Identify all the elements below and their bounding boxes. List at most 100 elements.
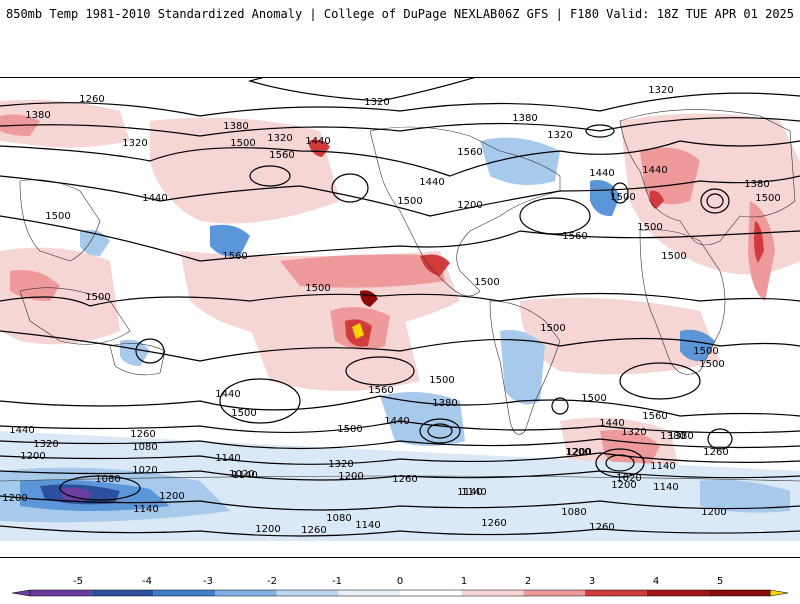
contour-label: 1200 [255, 524, 280, 535]
contour-label: 1560 [269, 150, 294, 161]
colorbar-swatch [215, 590, 277, 596]
contour-label: 1440 [142, 193, 167, 204]
colorbar-tick-label: 0 [397, 576, 403, 587]
contour-label: 1200 [20, 451, 45, 462]
contour-label: 1380 [25, 110, 50, 121]
contour-label: 1200 [701, 507, 726, 518]
contour-label: 1260 [703, 447, 728, 458]
contour-label: 1500 [429, 375, 454, 386]
contour-label: 1140 [232, 470, 257, 481]
contour-label: 1500 [755, 193, 780, 204]
colorbar-swatch [153, 590, 215, 596]
contour-label: 1200 [457, 200, 482, 211]
contour-label: 1560 [368, 385, 393, 396]
contour-label: 1500 [661, 251, 686, 262]
contour-labels: 1200126013801320138013201440150015601440… [2, 85, 780, 536]
colorbar-tick-label: -5 [73, 576, 83, 587]
contour-label: 1560 [222, 251, 247, 262]
contour-label: 1020 [229, 469, 254, 480]
colorbar-right-arrow [769, 589, 789, 597]
contour-label: 1440 [419, 177, 444, 188]
contour-label: 1380 [668, 431, 693, 442]
contour-label: 1380 [432, 398, 457, 409]
contour-label: 1020 [132, 465, 157, 476]
colorbar-scale: -5 -4 -3 -2 -1 0 1 2 3 4 5 [11, 576, 789, 597]
contour-label: 1200 [159, 491, 184, 502]
contour-label: 1380 [512, 113, 537, 124]
contour-label: 1140 [650, 461, 675, 472]
colorbar-tick-label: 2 [525, 576, 531, 587]
colorbar-tick-label: -3 [203, 576, 213, 587]
contour-label: 1260 [130, 429, 155, 440]
colorbar-tick-label: -4 [142, 576, 152, 587]
contour-label: 1500 [305, 283, 330, 294]
contour-label: 1380 [223, 121, 248, 132]
contour-label: 1320 [648, 85, 673, 96]
contour-label: 1320 [621, 427, 646, 438]
colorbar-swatch [276, 590, 339, 596]
contour-label: 1500 [337, 424, 362, 435]
contour-label: 1500 [610, 192, 635, 203]
colorbar-swatch [523, 590, 585, 596]
contour-label: 1500 [397, 196, 422, 207]
contour-label: 1560 [562, 231, 587, 242]
contour-label: 1140 [457, 487, 482, 498]
contour-label: 1500 [637, 222, 662, 233]
colorbar-tick-label: 3 [589, 576, 595, 587]
contour-label: 1080 [95, 474, 120, 485]
contour-label: 1440 [215, 389, 240, 400]
contour-label: 1380 [744, 179, 769, 190]
contour-label: 1200 [566, 447, 591, 458]
contour-label: 1320 [122, 138, 147, 149]
contour-label: 1440 [384, 416, 409, 427]
contour-label: 1140 [461, 487, 486, 498]
contour-label: 1080 [132, 442, 157, 453]
header: 850mb Temp 1981-2010 Standardized Anomal… [0, 0, 800, 30]
colorbar-swatch [91, 590, 154, 596]
colorbar-swatch [646, 590, 709, 596]
height-contours [0, 78, 800, 537]
contour-label: 1200 [565, 447, 590, 458]
contour-label: 1500 [693, 346, 718, 357]
contour-label: 1560 [642, 411, 667, 422]
contour-label: 1140 [215, 453, 240, 464]
contour-label: 1500 [230, 138, 255, 149]
anomaly-map: 1200126013801320138013201440150015601440… [0, 78, 800, 541]
contour-label: 1500 [581, 393, 606, 404]
contour-label: 1560 [457, 147, 482, 158]
colorbar-swatch [708, 590, 770, 596]
contour-label: 1440 [589, 168, 614, 179]
contour-label: 1500 [474, 277, 499, 288]
map-title: 850mb Temp 1981-2010 Standardized Anomal… [6, 7, 498, 21]
contour-label: 1260 [301, 525, 326, 536]
contour-label: 1440 [599, 418, 624, 429]
contour-label: 1320 [547, 130, 572, 141]
colorbar-swatch [461, 590, 524, 596]
contour-label: 1320 [328, 459, 353, 470]
coastlines [0, 109, 800, 482]
contour-label: 1020 [616, 473, 641, 484]
contour-label: 1500 [699, 359, 724, 370]
colorbar-swatch [585, 590, 647, 596]
colorbar-swatch [400, 590, 462, 596]
colorbar-tick-label: 5 [717, 576, 723, 587]
contour-label: 1500 [45, 211, 70, 222]
contour-label: 1500 [540, 323, 565, 334]
contour-label: 1140 [133, 504, 158, 515]
contour-label: 1140 [355, 520, 380, 531]
contour-label: 1080 [326, 513, 351, 524]
contour-label: 1500 [85, 292, 110, 303]
colorbar-tick-label: 1 [461, 576, 467, 587]
contour-label: 1260 [392, 474, 417, 485]
contour-label: 1500 [231, 408, 256, 419]
contour-label: 1260 [79, 94, 104, 105]
contour-label: 1320 [267, 133, 292, 144]
contour-label: 1440 [305, 136, 330, 147]
contour-label: 1320 [364, 97, 389, 108]
contour-label: 1260 [481, 518, 506, 529]
contour-label: 1440 [642, 165, 667, 176]
colorbar-swatch [338, 590, 400, 596]
contour-label: 1260 [589, 522, 614, 533]
colorbar-tick-label: -1 [332, 576, 342, 587]
contour-label: 1080 [561, 507, 586, 518]
